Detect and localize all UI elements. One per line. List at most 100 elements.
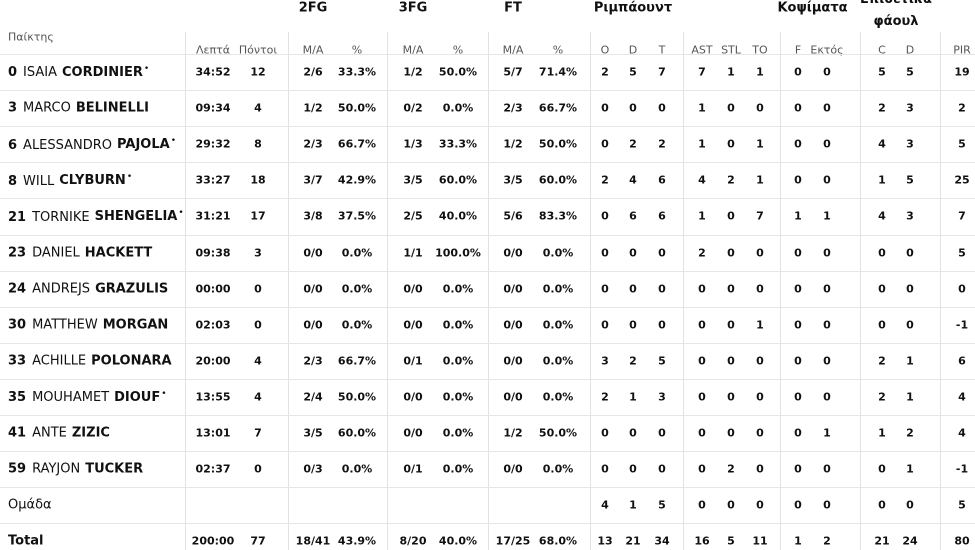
stat-cell: 0 <box>823 173 831 187</box>
stat-cell: 25 <box>954 173 970 187</box>
stat-cell: 1/2 <box>403 65 423 79</box>
stat-cell: 0/0 <box>303 246 323 259</box>
stat-cell: 1/2 <box>503 137 523 151</box>
stat-cell: 0 <box>794 498 802 512</box>
stat-cell: 7 <box>658 65 666 79</box>
stat-cell: 40.0% <box>438 534 478 548</box>
stat-cell: 0.0% <box>542 462 574 476</box>
stat-cell: 5 <box>906 65 914 79</box>
stat-cell: 0.0% <box>442 354 474 368</box>
column-header: D <box>905 43 915 57</box>
stat-cell: 0 <box>698 282 706 296</box>
stat-cell: 7 <box>756 209 764 223</box>
last-name: PAJOLA <box>117 137 170 153</box>
starter-mark: • <box>170 136 176 147</box>
player-header: Παίκτης <box>8 30 54 44</box>
stat-cell: 2/4 <box>303 390 323 404</box>
player-name: 59 RAYJON TUCKER <box>8 462 143 477</box>
stat-cell: 0 <box>794 462 802 476</box>
stat-cell: 0 <box>601 246 609 259</box>
stat-cell: 0 <box>658 282 666 296</box>
stat-cell: 17 <box>250 209 266 223</box>
stat-cell: 0 <box>658 426 666 440</box>
stat-cell: 0 <box>756 282 764 296</box>
stat-cell: 0 <box>794 390 802 404</box>
row-divider <box>0 342 975 344</box>
stat-cell: 1 <box>727 65 735 79</box>
stat-cell: -1 <box>955 462 969 476</box>
stat-cell: 0 <box>906 282 914 296</box>
column-header: STL <box>721 43 741 57</box>
stat-cell: 71.4% <box>538 65 578 79</box>
stat-cell: 0 <box>794 354 802 368</box>
stat-cell: 0 <box>756 246 764 259</box>
starter-mark: • <box>161 388 167 399</box>
stat-cell: 0 <box>629 426 637 440</box>
stat-cell: 5/7 <box>503 65 523 79</box>
stat-cell: 0 <box>906 246 914 259</box>
stat-cell: 0 <box>254 462 262 476</box>
stat-cell: 0 <box>878 462 886 476</box>
row-divider <box>0 378 975 380</box>
player-name: Ομάδα <box>8 498 52 513</box>
stat-cell: 0 <box>629 462 637 476</box>
stat-cell: 33.3% <box>337 65 377 79</box>
stat-cell: 2 <box>878 101 886 115</box>
last-name: CLYBURN <box>59 173 126 189</box>
player-name: 6 ALESSANDRO PAJOLA• <box>8 136 176 152</box>
stat-cell: 0.0% <box>542 390 574 404</box>
starter-mark: • <box>126 172 133 183</box>
stat-cell: 0 <box>601 101 609 115</box>
stat-cell: 4 <box>878 209 886 223</box>
column-header: % <box>351 43 363 57</box>
stat-cell: 0 <box>727 282 735 296</box>
stat-cell: 5 <box>878 65 886 79</box>
stat-cell: 60.0% <box>438 173 478 187</box>
stat-cell: 0.0% <box>341 246 373 259</box>
stat-cell: 5 <box>906 173 914 187</box>
stat-cell: 66.7% <box>538 101 578 115</box>
stat-cell: 1 <box>698 101 706 115</box>
last-name: BELINELLI <box>75 100 149 116</box>
stat-cell: 18/41 <box>295 534 331 548</box>
stat-cell: 0 <box>698 390 706 404</box>
stat-cell: 4 <box>254 354 262 368</box>
stat-cell: 0 <box>794 137 802 151</box>
stat-cell: 3 <box>601 354 609 368</box>
stat-cell: 4 <box>878 137 886 151</box>
row-divider <box>0 306 975 308</box>
first-name: DANIEL <box>32 245 80 260</box>
stat-cell: 0 <box>727 318 735 332</box>
stat-cell: 12 <box>250 65 266 79</box>
stat-cell: -1 <box>955 318 969 332</box>
stat-cell: 1 <box>629 390 637 404</box>
stat-cell: 21 <box>874 534 890 548</box>
stat-cell: 4 <box>254 101 262 115</box>
stat-cell: 6 <box>629 209 637 223</box>
starter-mark: • <box>178 208 184 219</box>
row-divider <box>0 451 975 453</box>
player-number: 41 <box>8 425 27 441</box>
last-name: CORDINIER <box>62 65 143 81</box>
row-divider <box>0 523 975 525</box>
group-header: 3FG <box>398 0 428 16</box>
stat-cell: 4 <box>254 390 262 404</box>
stat-cell: 3 <box>906 137 914 151</box>
stat-cell: 33:27 <box>195 173 231 187</box>
player-name: 23 DANIEL HACKETT <box>8 245 152 260</box>
stat-cell: 00:00 <box>195 282 231 296</box>
first-name: ALESSANDRO <box>23 137 113 153</box>
stat-cell: 1 <box>698 209 706 223</box>
stat-cell: 09:34 <box>195 101 231 115</box>
stat-cell: 02:03 <box>195 318 231 332</box>
stat-cell: 29:32 <box>195 137 231 151</box>
stat-cell: 34:52 <box>195 65 231 79</box>
stat-cell: 0 <box>629 246 637 259</box>
column-header: % <box>552 43 564 57</box>
stat-cell: 2 <box>823 534 831 548</box>
first-name: MOUHAMET <box>32 390 110 406</box>
stat-cell: 0 <box>254 318 262 332</box>
stat-cell: 0.0% <box>442 462 474 476</box>
stat-cell: 77 <box>250 534 266 548</box>
